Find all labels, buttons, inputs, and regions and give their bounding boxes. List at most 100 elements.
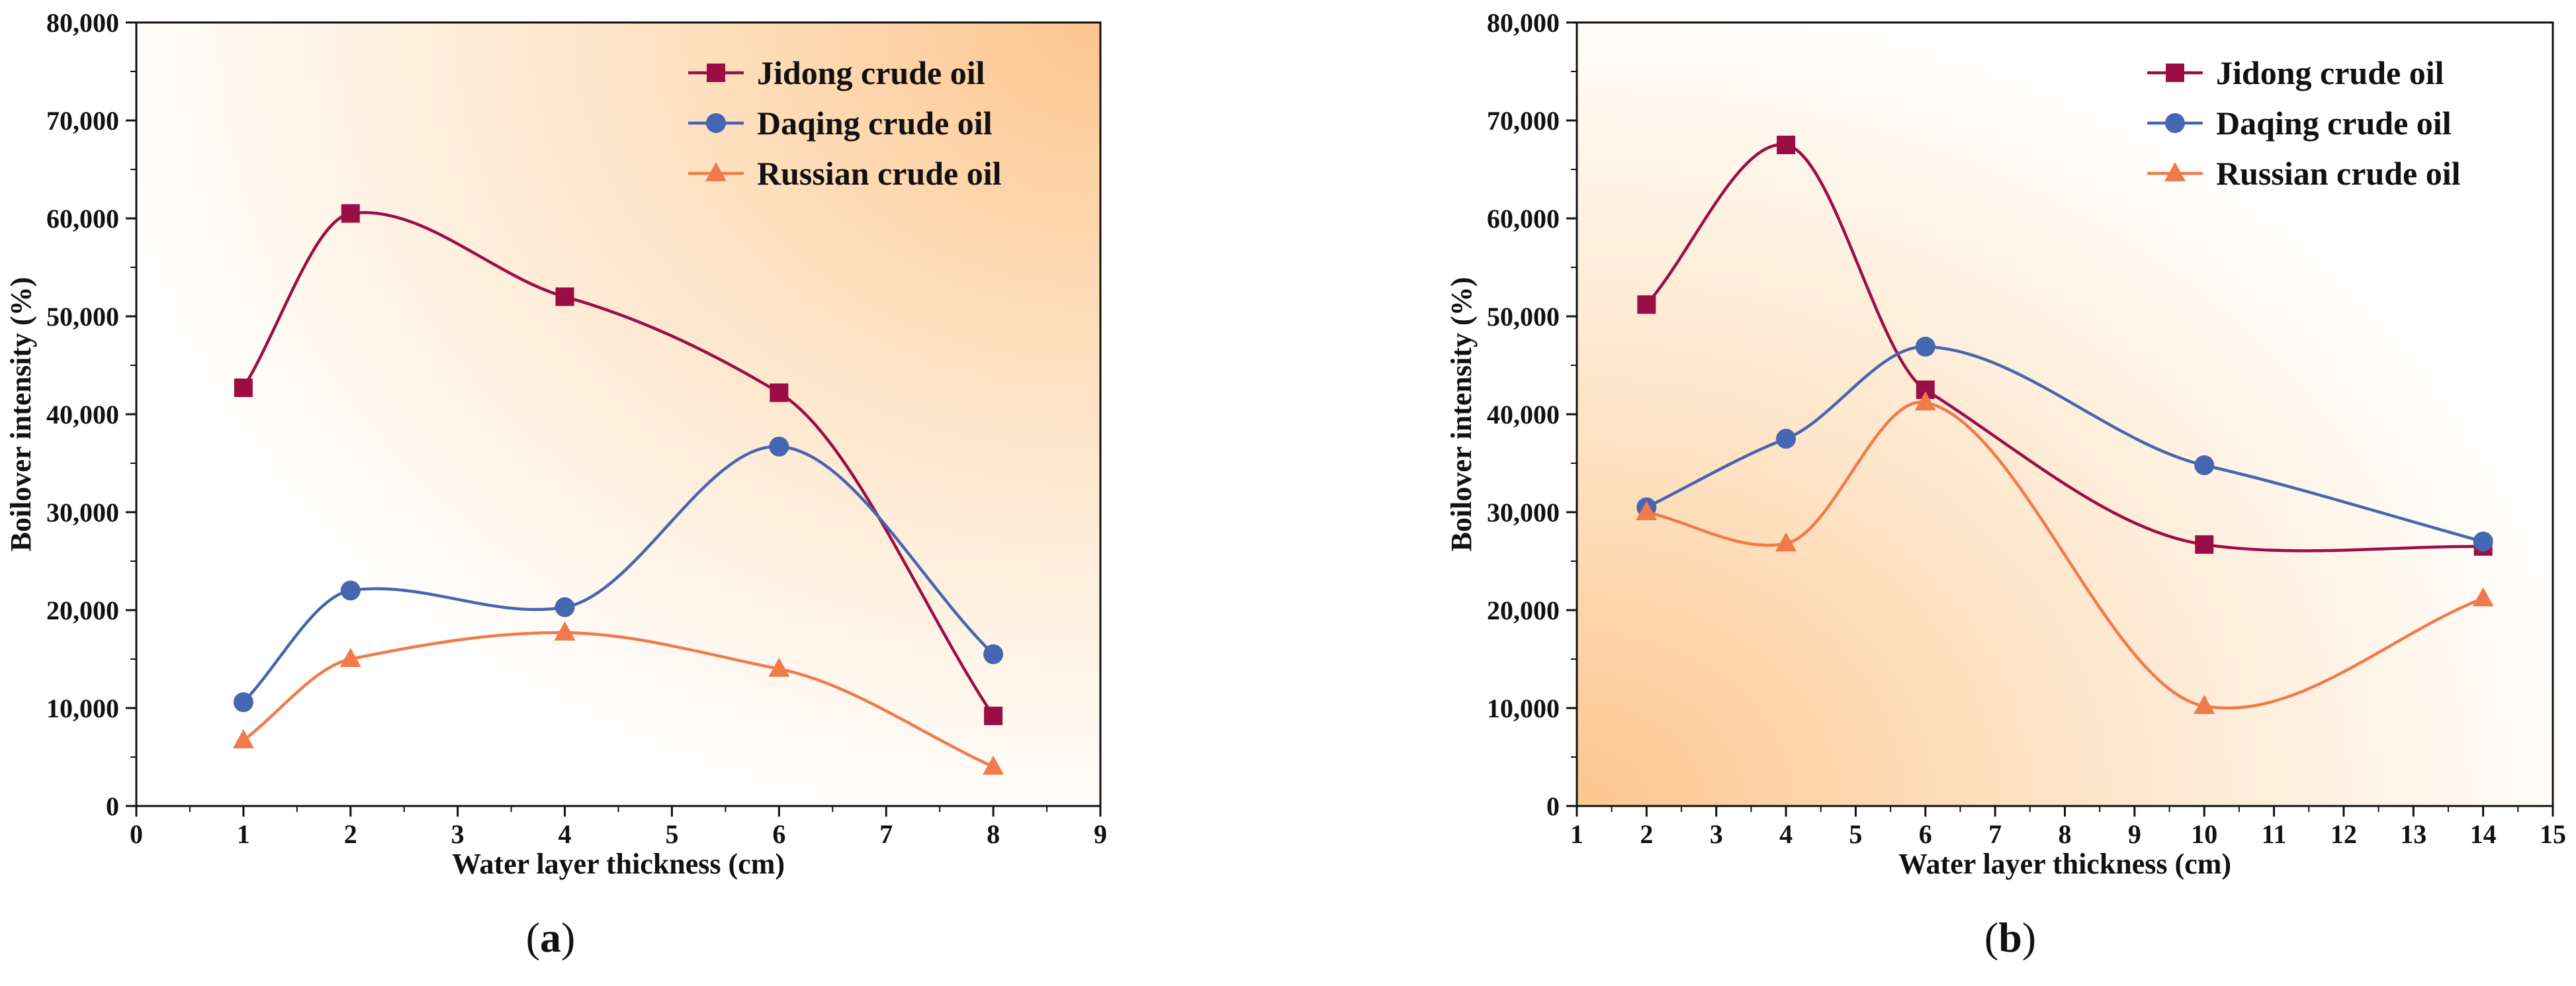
chart-b-legend-marker-daqing [2165,113,2185,133]
chart-a-line-jidong [242,210,995,718]
chart-a-point-daqing [769,436,789,457]
chart-b-series-daqing [1636,336,2493,552]
caption-open-paren: ( [526,914,540,961]
chart-a-series-jidong [234,204,1003,725]
chart-b-ytick-label: 80,000 [1487,8,1560,38]
chart-a-xtick-label: 2 [344,819,357,849]
chart-b-line-daqing [1645,345,2485,543]
chart-a-line-russian [242,631,995,769]
chart-a-point-daqing [983,644,1004,664]
chart-b-legend-label-daqing: Daqing crude oil [2216,105,2452,142]
chart-b-point-daqing [1776,429,1797,449]
chart-b-ytick-label: 60,000 [1487,204,1560,234]
chart-b-line-russian [1645,400,2485,710]
chart-a-plot-area [136,22,1100,806]
chart-a-legend-label-daqing: Daqing crude oil [757,105,993,142]
chart-a-xtick-label: 1 [237,819,250,849]
chart-b-xtick-label: 5 [1849,819,1862,849]
chart-a-xlabel: Water layer thickness (cm) [452,848,785,880]
chart-a-legend-marker-daqing [706,113,726,133]
chart-b-ytick-label: 20,000 [1487,596,1560,625]
chart-b-xtick-label: 7 [1988,819,2002,849]
chart-b-point-russian [1775,532,1797,552]
chart-a-point-russian [554,621,576,641]
chart-a-xtick-label: 3 [451,819,465,849]
chart-a-point-jidong [984,706,1003,725]
chart-a-legend-marker-russian [705,162,727,181]
chart-b-point-daqing [1915,336,1935,357]
chart-b-xtick-label: 10 [2191,819,2217,849]
chart-a-ytick-label: 40,000 [46,400,119,429]
chart-b-point-jidong [1637,295,1656,314]
chart-a-xtick-label: 5 [665,819,678,849]
chart-b-legend-marker-jidong [2166,64,2184,82]
chart-b-ylabel: Boilover intensity (%) [1445,277,1478,552]
chart-a-line-daqing [242,445,995,704]
chart-a-point-jidong [555,287,574,306]
chart-b-legend-marker-russian [2164,162,2186,181]
chart-a-xtick-label: 0 [130,819,143,849]
chart-a-ytick-label: 70,000 [46,106,119,136]
chart-a: 0 1 2 3 4 5 6 7 8 9 0 10,000 20,000 30,000 40,000 50,00… [5,8,1107,961]
chart-b-xtick-label: 15 [2540,819,2566,849]
chart-b-point-jidong [2195,535,2214,554]
chart-a-point-daqing [555,597,575,617]
chart-b-xtick-label: 13 [2400,819,2426,849]
chart-b-series-russian [1636,391,2494,715]
chart-a-point-russian [768,657,790,677]
chart-b-xtick-label: 9 [2128,819,2141,849]
chart-b-xtick-label: 14 [2470,819,2497,849]
chart-b-caption: (b) [1984,914,2036,961]
chart-a-legend-marker-jidong [707,64,725,82]
chart-b-xlabel: Water layer thickness (cm) [1898,848,2231,880]
chart-b-point-jidong [1777,136,1796,154]
chart-b-ytick-label: 50,000 [1487,302,1560,332]
caption-letter: b [1998,914,2022,961]
chart-a-legend-label-russian: Russian crude oil [757,155,1002,192]
chart-b-point-daqing [2194,455,2215,475]
chart-a-legend-label-jidong: Jidong crude oil [757,54,985,91]
chart-b-ytick-label: 30,000 [1487,498,1560,527]
chart-a-xtick-label: 6 [772,819,785,849]
chart-a-ytick-label: 60,000 [46,204,119,234]
chart-a-series-daqing [233,436,1004,713]
chart-b-ytick-label: 40,000 [1487,400,1560,429]
chart-a-series-russian [232,621,1004,775]
chart-a-ytick-label: 0 [106,791,119,821]
chart-b-xtick-label: 1 [1570,819,1583,849]
caption-open-paren: ( [1984,914,1998,961]
chart-a-xtick-label: 8 [987,819,1000,849]
chart-a-ytick-label: 30,000 [46,498,119,527]
chart-a-point-jidong [341,204,360,223]
chart-a-point-russian [232,729,254,748]
chart-b-point-daqing [2473,531,2493,552]
chart-b-point-russian [2472,587,2494,607]
chart-a-point-russian [983,755,1004,775]
chart-b-ytick-label: 70,000 [1487,106,1560,136]
chart-b-plot-area [1577,22,2553,806]
chart-a-point-jidong [770,383,789,402]
chart-a-point-jidong [234,379,253,398]
chart-b: 1 2 3 4 5 6 7 8 9 10 11 12 13 14 15010,00020,00030,000… [1445,8,2566,961]
chart-b-legend-label-russian: Russian crude oil [2216,155,2461,192]
caption-close-paren: ) [2022,914,2036,961]
chart-a-xtick-label: 9 [1094,819,1107,849]
chart-b-xtick-label: 8 [2059,819,2072,849]
chart-a-point-daqing [233,692,253,713]
chart-a-ytick-label: 80,000 [46,8,119,38]
chart-b-xtick-label: 3 [1710,819,1723,849]
chart-b-xtick-label: 2 [1640,819,1653,849]
chart-a-point-russian [339,648,361,667]
chart-a-caption: (a) [526,914,576,961]
chart-a-ytick-label: 20,000 [46,596,119,625]
chart-b-point-russian [1636,501,1658,520]
chart-b-series-jidong [1637,136,2493,556]
chart-a-xtick-label: 7 [879,819,893,849]
chart-b-point-russian [1914,391,1936,411]
chart-a-ytick-label: 50,000 [46,302,119,332]
chart-a-point-daqing [340,580,361,601]
caption-letter: a [540,914,561,961]
chart-b-point-russian [2194,695,2215,715]
chart-b-xtick-label: 12 [2331,819,2357,849]
